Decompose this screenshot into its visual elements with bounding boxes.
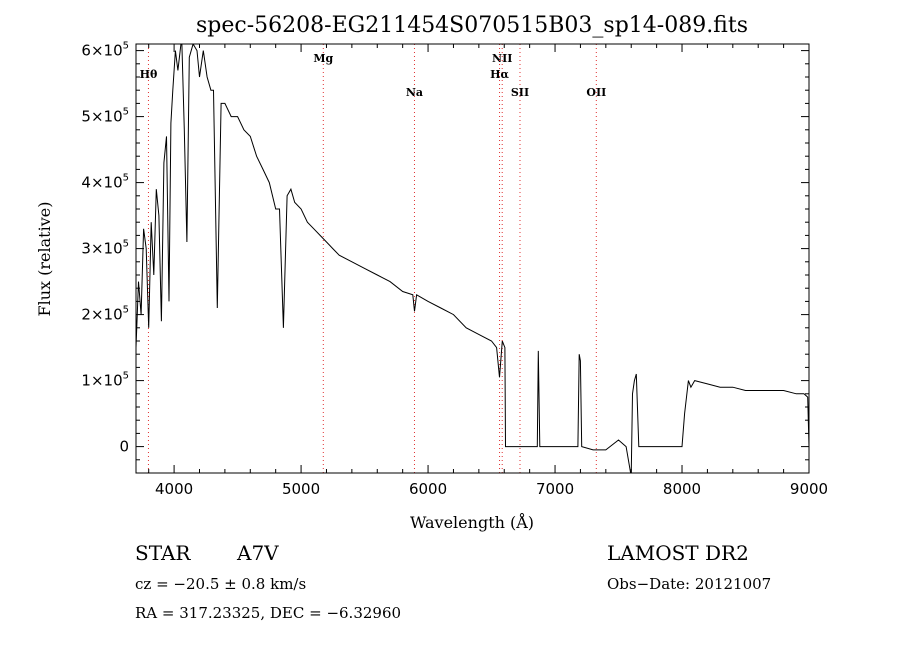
spectral-line-label: SII [511, 86, 529, 99]
plot-frame [135, 43, 810, 474]
y-tick-mantissa: 3×10 [81, 240, 122, 258]
spectrum-series [136, 44, 809, 473]
object-type: STAR [135, 541, 191, 565]
x-tick-label: 6000 [409, 480, 447, 498]
spectral-line-label: Hα [490, 68, 509, 81]
x-tick-label: 4000 [155, 480, 193, 498]
survey-name: LAMOST DR2 [607, 541, 749, 565]
spectrum-line [136, 44, 809, 473]
x-tick-label: 9000 [790, 480, 828, 498]
y-axis-label: Flux (relative) [35, 202, 54, 317]
chart-title: spec-56208-EG211454S070515B03_sp14-089.f… [196, 13, 748, 38]
y-tick-mantissa: 6×10 [81, 42, 122, 60]
y-tick-mantissa: 0 [119, 438, 129, 456]
y-tick-label: 6×105 [81, 41, 129, 60]
x-tick-label: 5000 [282, 480, 320, 498]
y-tick-exponent: 5 [123, 107, 129, 118]
axis-ticks: 4000 5000 6000 7000 8000 900001×1052×1053×105… [81, 41, 828, 498]
y-tick-exponent: 5 [123, 371, 129, 382]
spectral-line-label: NII [492, 52, 512, 65]
x-tick-label: 8000 [663, 480, 701, 498]
spectral-line-label: Mg [313, 52, 333, 65]
spectral-line-label: Na [406, 86, 423, 99]
y-tick-exponent: 5 [123, 173, 129, 184]
y-tick-mantissa: 1×10 [81, 372, 122, 390]
x-tick-label: 7000 [536, 480, 574, 498]
y-tick-label: 2×105 [81, 305, 129, 324]
radial-velocity: cz = −20.5 ± 0.8 km/s [135, 575, 307, 593]
y-tick-exponent: 5 [123, 41, 129, 52]
ra-dec: RA = 317.23325, DEC = −6.32960 [135, 604, 402, 622]
y-tick-mantissa: 2×10 [81, 306, 122, 324]
y-tick-label: 0 [119, 438, 129, 456]
y-tick-label: 5×105 [81, 107, 129, 126]
spectral-line-label: OII [586, 86, 606, 99]
y-tick-label: 4×105 [81, 173, 129, 192]
y-tick-mantissa: 5×10 [81, 108, 122, 126]
y-tick-exponent: 5 [123, 305, 129, 316]
y-tick-label: 3×105 [81, 239, 129, 258]
y-tick-label: 1×105 [81, 371, 129, 390]
x-axis-label: Wavelength (Å) [410, 512, 534, 532]
obs-date: Obs−Date: 20121007 [607, 575, 772, 593]
y-tick-mantissa: 4×10 [81, 174, 122, 192]
spectral-subclass: A7V [237, 541, 279, 565]
spectral-line-label: Hθ [140, 68, 158, 81]
y-tick-exponent: 5 [123, 239, 129, 250]
